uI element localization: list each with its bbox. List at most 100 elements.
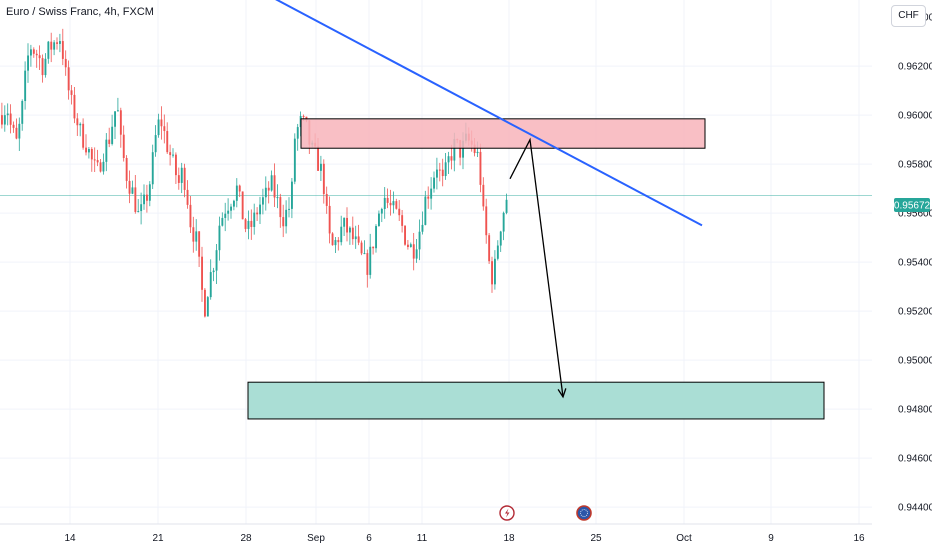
candle-body — [35, 53, 38, 56]
candle-body — [32, 49, 35, 54]
candle — [241, 191, 244, 220]
time-axis-labels: 14 21 28 Sep 6 11 18 25 Oct 9 16 — [64, 533, 865, 544]
candle-body — [331, 233, 334, 246]
flag-event-icon[interactable] — [576, 505, 592, 521]
time-axis[interactable] — [0, 524, 872, 550]
candle — [44, 53, 47, 78]
candle — [70, 84, 73, 105]
candle-body — [253, 212, 256, 227]
candle-body — [204, 289, 206, 317]
candle-body — [418, 231, 421, 250]
candle — [215, 244, 218, 285]
candle — [409, 242, 412, 248]
candle — [267, 181, 270, 204]
candle-body — [96, 160, 99, 163]
candle — [427, 186, 430, 209]
candle — [366, 249, 369, 288]
price-tick-label: 0.96200 — [898, 62, 932, 73]
candle-body — [18, 123, 21, 139]
candle-body — [447, 156, 450, 163]
candle — [491, 256, 493, 293]
candle-body — [479, 151, 482, 185]
candle — [270, 170, 273, 192]
candle-body — [169, 152, 172, 156]
candle — [180, 162, 183, 194]
resistance-zone — [300, 118, 706, 149]
candle — [502, 211, 505, 241]
candle-body — [360, 242, 363, 254]
candle — [401, 209, 404, 233]
candle-body — [407, 244, 409, 247]
projection-arrow-head — [557, 388, 567, 399]
candle — [360, 240, 363, 256]
price-axis[interactable] — [872, 0, 932, 524]
candle-body — [206, 297, 209, 317]
candle-body — [505, 199, 508, 213]
candle — [73, 87, 76, 124]
candle-body — [47, 41, 50, 59]
candle-body — [105, 139, 108, 162]
candle — [380, 207, 383, 223]
candle — [389, 189, 392, 216]
projection-arrow-line — [509, 137, 564, 397]
candle — [496, 240, 499, 261]
candle-body — [491, 261, 493, 285]
candle — [204, 287, 206, 318]
candle-body — [172, 154, 174, 156]
candle-body — [291, 181, 293, 209]
candle — [418, 219, 421, 261]
candle-body — [12, 124, 15, 128]
candle-body — [61, 41, 64, 59]
candle — [438, 162, 441, 182]
lightning-event-icon[interactable] — [499, 505, 515, 521]
candle — [404, 224, 406, 246]
candle — [64, 50, 67, 76]
currency-button[interactable]: CHF — [891, 5, 926, 27]
candle-body — [44, 58, 47, 76]
candle-body — [293, 138, 296, 182]
candle-body — [160, 119, 163, 127]
candle — [21, 99, 24, 131]
candle — [183, 163, 186, 198]
candle — [363, 240, 366, 255]
candle — [93, 147, 96, 173]
candle-body — [322, 163, 325, 194]
candle — [15, 118, 18, 140]
candle — [41, 54, 44, 83]
time-tick-label: 14 — [64, 533, 76, 544]
candle-body — [151, 152, 154, 185]
price-tick-label: 0.95800 — [898, 160, 932, 171]
candle — [99, 159, 102, 173]
candle-body — [221, 217, 224, 226]
candle — [447, 151, 450, 174]
candle — [24, 61, 27, 110]
candle-body — [415, 249, 418, 259]
candle — [238, 184, 241, 198]
candle — [375, 224, 377, 253]
candle-body — [148, 184, 151, 201]
candle-body — [50, 41, 53, 50]
candle — [233, 199, 235, 211]
candle-body — [238, 185, 241, 192]
candle-body — [38, 55, 41, 59]
candle-body — [114, 111, 116, 127]
candle — [134, 175, 137, 214]
candle — [166, 122, 169, 154]
candle — [151, 144, 154, 190]
time-tick-label: 6 — [366, 533, 372, 544]
price-tick-label: 0.94400 — [898, 503, 932, 514]
candle — [38, 45, 41, 70]
candle — [169, 144, 172, 166]
candle — [256, 207, 259, 221]
candle-body — [273, 175, 276, 198]
candle-body — [450, 156, 453, 161]
candle-body — [82, 123, 85, 148]
candle-body — [346, 217, 348, 233]
candle — [235, 178, 238, 208]
candle-body — [320, 163, 322, 171]
drawings[interactable] — [247, 0, 825, 420]
candle — [122, 125, 125, 162]
candle — [450, 144, 453, 170]
